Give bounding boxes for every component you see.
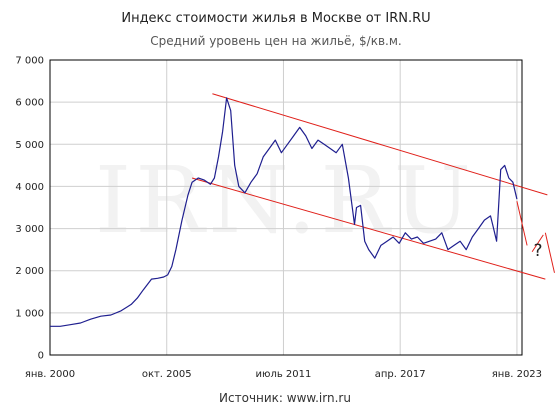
projection-segment [544,232,555,273]
y-tick-label: 4 000 [15,182,44,193]
y-tick-label: 5 000 [15,140,44,151]
x-tick-label: янв. 2023 [492,369,542,380]
x-tick-label: окт. 2005 [142,369,192,380]
trend-channel [191,93,548,280]
source-label: Источник: www.irn.ru [219,391,351,405]
series-group [50,97,518,327]
plot-frame [49,59,523,356]
projection [516,201,555,273]
x-tick-labels: янв. 2000 окт. 2005 июль 2011 апр. 2017 янв.… [25,369,542,380]
y-tick-label: 2 000 [15,266,44,277]
x-tick-label: июль 2011 [256,369,312,380]
y-tick-label: 3 000 [15,224,44,235]
y-tick-label: 1 000 [15,308,44,319]
y-tick-labels: 0 1 000 2 000 3 000 4 000 5 000 6 000 7 000 [15,56,44,362]
y-tick-label: 7 000 [15,56,44,67]
projection-segment [516,201,528,246]
chart-subtitle: Средний уровень цен на жильё, $/кв.м. [150,34,401,48]
x-tick-label: апр. 2017 [375,369,426,380]
x-tick-label: янв. 2000 [25,369,75,380]
trend-channel-line [212,93,548,196]
grid-lines [50,60,522,355]
question-mark-annotation: ? [533,241,542,261]
y-tick-label: 0 [38,351,44,362]
projection-segment [531,234,544,253]
price-series-line [50,97,518,327]
chart-title: Индекс стоимости жилья в Москве от IRN.R… [121,11,430,26]
y-tick-label: 6 000 [15,98,44,109]
trend-channel-line [191,177,546,280]
